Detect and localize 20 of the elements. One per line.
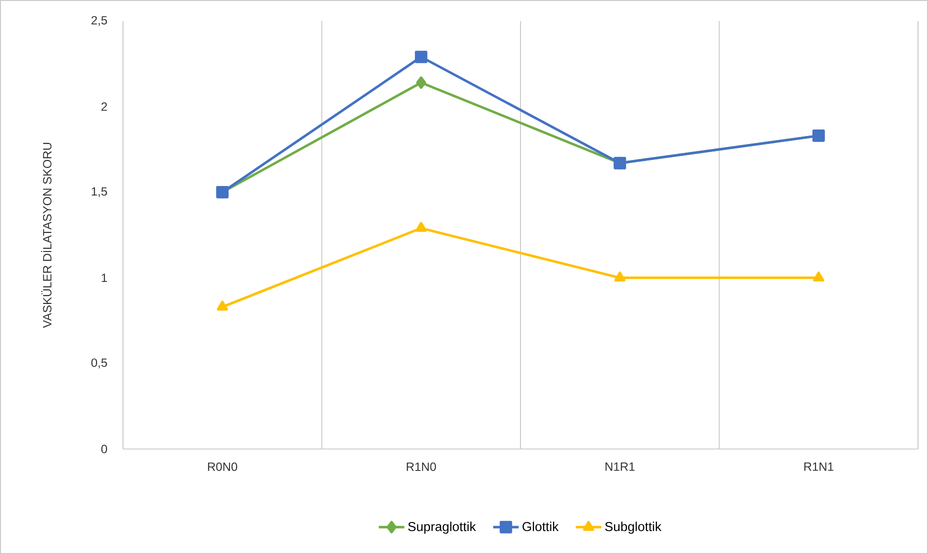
legend-label: Supraglottik	[408, 522, 476, 534]
point	[813, 272, 824, 282]
y-tick-label: 0,5	[91, 358, 108, 368]
point	[414, 50, 428, 64]
legend-label: Glottik	[522, 522, 559, 532]
point	[216, 300, 228, 311]
point	[416, 222, 427, 232]
y-tick-label: 0	[101, 444, 108, 454]
y-tick-label: 2,5	[91, 16, 108, 26]
x-tick-label: N1R1	[606, 462, 635, 471]
y-tick-label: 1,5	[92, 187, 108, 198]
point	[416, 76, 426, 89]
y-axis-title: VASKÜLER DİLATASYON SKORU	[41, 142, 52, 328]
legend-label: Subglottik	[605, 522, 662, 534]
y-tick-label: 1	[102, 274, 107, 282]
y-tick-label: 2	[101, 102, 107, 111]
x-tick-label: R1N1	[804, 462, 834, 471]
x-tick-label: R1N0	[406, 462, 436, 471]
x-tick-label: R0N0	[208, 462, 238, 471]
point	[614, 272, 626, 282]
